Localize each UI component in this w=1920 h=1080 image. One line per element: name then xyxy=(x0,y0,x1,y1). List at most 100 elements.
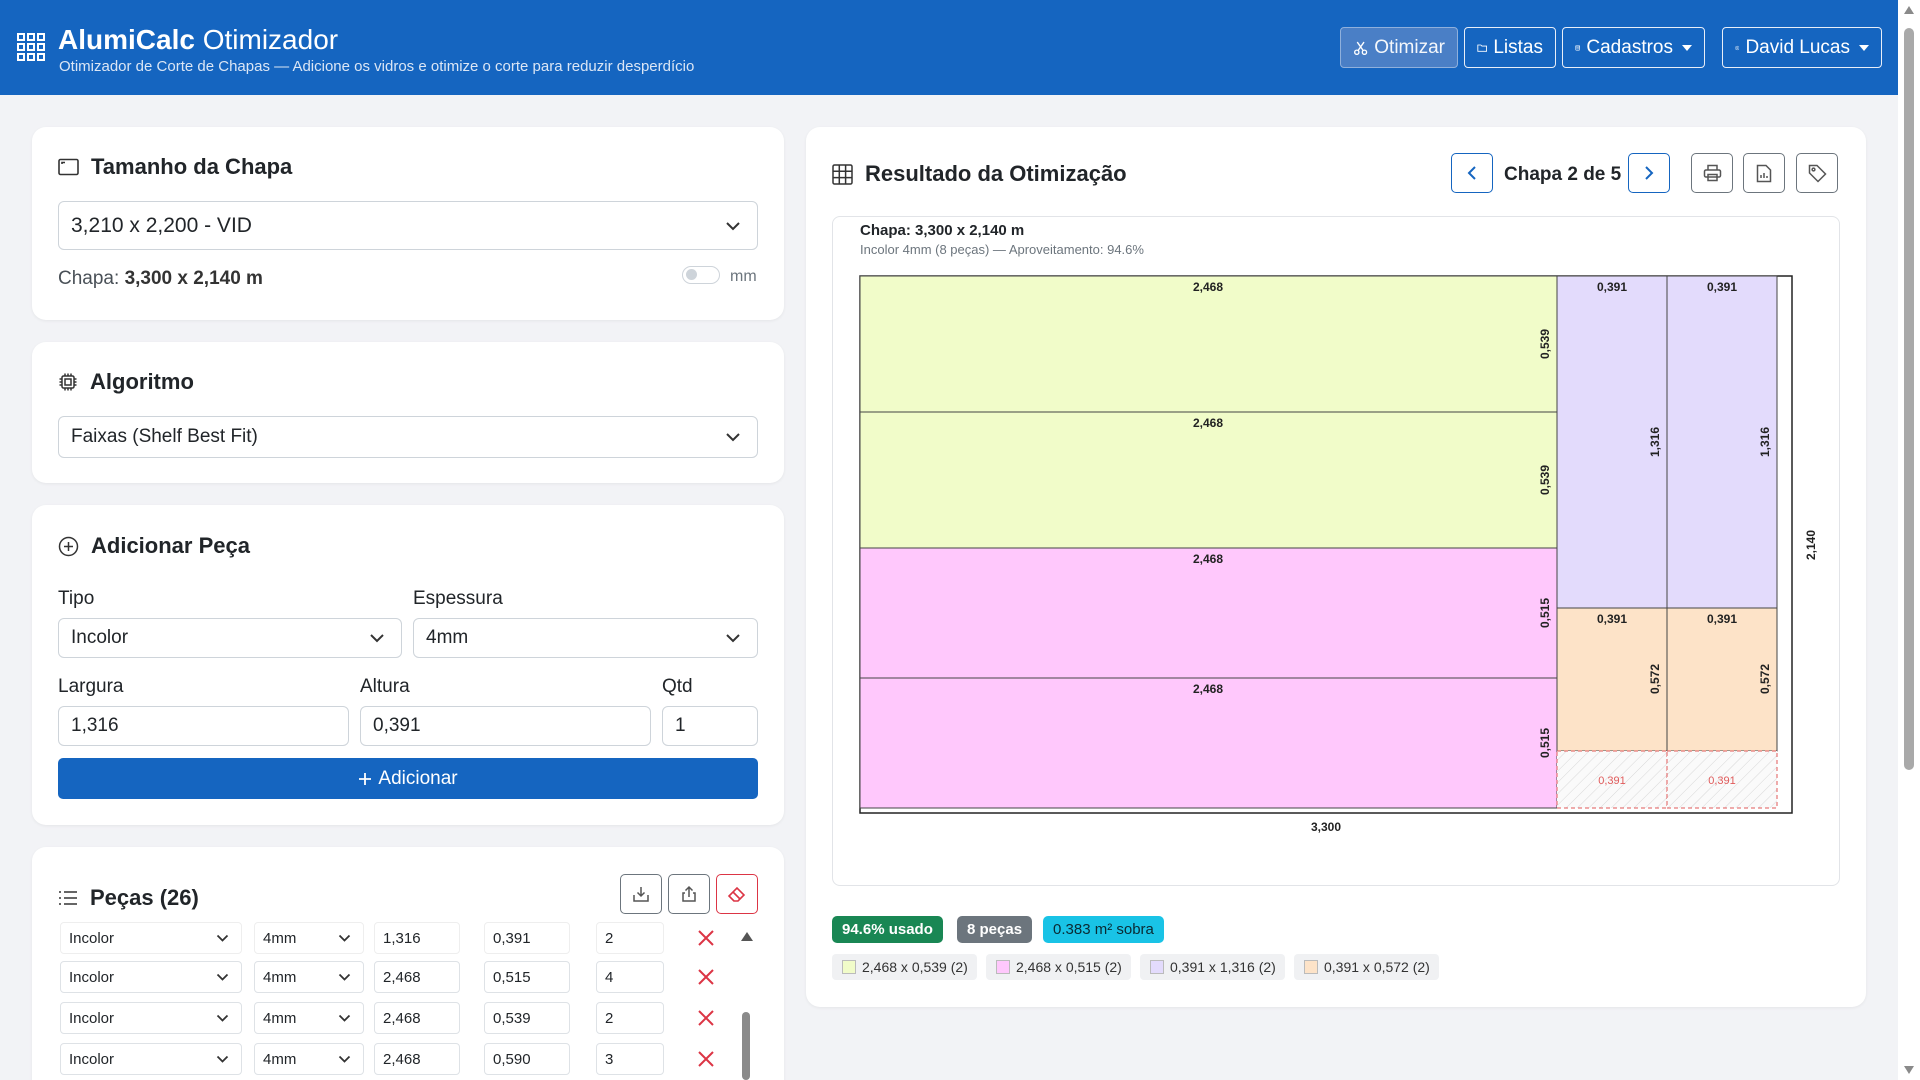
unit-mm-toggle[interactable] xyxy=(682,266,720,284)
legend-swatch xyxy=(1150,960,1164,974)
row-width-input[interactable]: 2,468 xyxy=(374,961,460,993)
legend-item: 0,391 x 1,316 (2) xyxy=(1140,954,1285,980)
piece-height-label: 1,316 xyxy=(1648,427,1662,457)
row-type-select[interactable]: Incolor xyxy=(60,961,242,993)
quantity-input[interactable]: 1 xyxy=(662,706,758,746)
optimize-nav-button[interactable]: Otimizar xyxy=(1340,27,1458,68)
export-pieces-button[interactable] xyxy=(668,874,710,914)
pieces-list-scrollbar[interactable] xyxy=(740,926,753,1080)
row-width-input[interactable]: 1,316 xyxy=(374,922,460,954)
labels-button[interactable] xyxy=(1796,153,1838,193)
row-height-input[interactable]: 0,515 xyxy=(484,961,570,993)
piece-rect[interactable] xyxy=(1666,275,1778,609)
scroll-down-arrow-icon[interactable] xyxy=(1904,1066,1914,1074)
piece-width-label: 0,391 xyxy=(1707,612,1737,626)
clear-pieces-button[interactable] xyxy=(716,874,758,914)
app-subtitle: Otimizador de Corte de Chapas — Adicione… xyxy=(59,58,695,75)
apps-grid-icon[interactable] xyxy=(16,32,46,62)
thickness-select[interactable]: 4mm xyxy=(413,618,758,658)
row-width-input[interactable]: 2,468 xyxy=(374,1002,460,1034)
next-sheet-button[interactable] xyxy=(1628,153,1670,193)
download-tray-icon xyxy=(633,887,649,902)
piece-height-label: 1,316 xyxy=(1758,427,1772,457)
registrations-dropdown[interactable]: Cadastros xyxy=(1562,27,1705,68)
sheet-size-select[interactable]: 3,210 x 2,200 - VID xyxy=(58,201,758,250)
print-button[interactable] xyxy=(1691,153,1733,193)
piece-width-label: 2,468 xyxy=(1193,552,1223,566)
app-title[interactable]: AlumiCalc Otimizador xyxy=(58,24,338,56)
row-type-select[interactable]: Incolor xyxy=(60,922,242,954)
chevron-down-icon xyxy=(216,973,229,981)
chevron-right-icon xyxy=(1645,166,1654,180)
eraser-icon xyxy=(727,886,746,902)
lists-nav-label: Listas xyxy=(1493,36,1543,58)
scrollbar-thumb[interactable] xyxy=(742,1012,750,1080)
width-label: Largura xyxy=(58,676,124,697)
delete-row-x-icon[interactable] xyxy=(694,965,718,989)
scrollbar-thumb[interactable] xyxy=(1904,28,1914,770)
algorithm-card: Algoritmo Faixas (Shelf Best Fit) xyxy=(32,342,784,483)
piece-rect[interactable] xyxy=(1666,607,1778,752)
import-pieces-button[interactable] xyxy=(620,874,662,914)
report-button[interactable] xyxy=(1743,153,1785,193)
piece-rect[interactable] xyxy=(859,411,1558,549)
piece-rect[interactable] xyxy=(859,547,1558,679)
registrations-nav-label: Cadastros xyxy=(1586,36,1673,58)
piece-rect[interactable] xyxy=(1556,275,1668,609)
row-qty-input[interactable]: 2 xyxy=(596,1002,664,1034)
row-type-select[interactable]: Incolor xyxy=(60,1002,242,1034)
scroll-up-arrow-icon[interactable] xyxy=(1904,6,1914,14)
row-type-select[interactable]: Incolor xyxy=(60,1043,242,1075)
algorithm-select[interactable]: Faixas (Shelf Best Fit) xyxy=(58,416,758,458)
add-piece-button[interactable]: Adicionar xyxy=(58,758,758,799)
legend-swatch xyxy=(996,960,1010,974)
row-qty-input[interactable]: 4 xyxy=(596,961,664,993)
piece-height-label: 0,572 xyxy=(1648,664,1662,694)
caret-down-icon xyxy=(1682,44,1692,51)
table-row: Incolor 4mm 2,468 0,539 2 xyxy=(60,1000,756,1038)
lists-nav-button[interactable]: Listas xyxy=(1464,27,1556,68)
row-qty-input[interactable]: 2 xyxy=(596,922,664,954)
thickness-label: Espessura xyxy=(413,588,503,609)
chevron-down-icon xyxy=(726,221,740,230)
piece-rect[interactable] xyxy=(1556,607,1668,752)
delete-row-x-icon[interactable] xyxy=(694,1006,718,1030)
row-height-input[interactable]: 0,539 xyxy=(484,1002,570,1034)
waste-label: 0,391 xyxy=(1708,775,1736,787)
database-icon xyxy=(1575,44,1580,50)
sheet-layout-panel: Chapa: 3,300 x 2,140 m Incolor 4mm (8 pe… xyxy=(832,216,1840,886)
scroll-up-arrow-icon[interactable] xyxy=(741,932,753,941)
row-height-input[interactable]: 0,391 xyxy=(484,922,570,954)
row-thickness-select[interactable]: 4mm xyxy=(254,1002,364,1034)
piece-rect[interactable] xyxy=(859,275,1558,413)
type-select[interactable]: Incolor xyxy=(58,618,402,658)
row-width-input[interactable]: 2,468 xyxy=(374,1043,460,1075)
quantity-label: Qtd xyxy=(662,676,693,697)
printer-icon xyxy=(1703,164,1721,182)
page-scrollbar[interactable] xyxy=(1898,0,1920,1080)
delete-row-x-icon[interactable] xyxy=(694,1047,718,1071)
user-menu-dropdown[interactable]: David Lucas xyxy=(1722,27,1882,68)
plus-icon xyxy=(359,772,372,785)
piece-rect[interactable] xyxy=(859,677,1558,809)
piece-height-label: 0,572 xyxy=(1758,664,1772,694)
cpu-chip-icon xyxy=(59,373,77,391)
piece-width-label: 0,391 xyxy=(1707,280,1737,294)
row-height-input[interactable]: 0,590 xyxy=(484,1043,570,1075)
list-icon xyxy=(59,891,77,905)
delete-row-x-icon[interactable] xyxy=(694,926,718,950)
row-qty-input[interactable]: 3 xyxy=(596,1043,664,1075)
height-input[interactable]: 0,391 xyxy=(360,706,651,746)
result-card: Resultado da Otimização Chapa 2 de 5 Cha… xyxy=(806,127,1866,1007)
row-thickness-select[interactable]: 4mm xyxy=(254,1043,364,1075)
width-input[interactable]: 1,316 xyxy=(58,706,349,746)
row-thickness-select[interactable]: 4mm xyxy=(254,922,364,954)
plus-circle-icon xyxy=(58,536,79,556)
sheet-size-card: Tamanho da Chapa 3,210 x 2,200 - VID Cha… xyxy=(32,127,784,320)
piece-height-label: 0,515 xyxy=(1538,598,1552,628)
sheet-size-selected: 3,210 x 2,200 - VID xyxy=(71,213,252,237)
previous-sheet-button[interactable] xyxy=(1451,153,1493,193)
row-thickness-select[interactable]: 4mm xyxy=(254,961,364,993)
legend-item: 2,468 x 0,539 (2) xyxy=(832,954,977,980)
table-row: Incolor 4mm 2,468 0,590 3 xyxy=(60,1041,756,1079)
